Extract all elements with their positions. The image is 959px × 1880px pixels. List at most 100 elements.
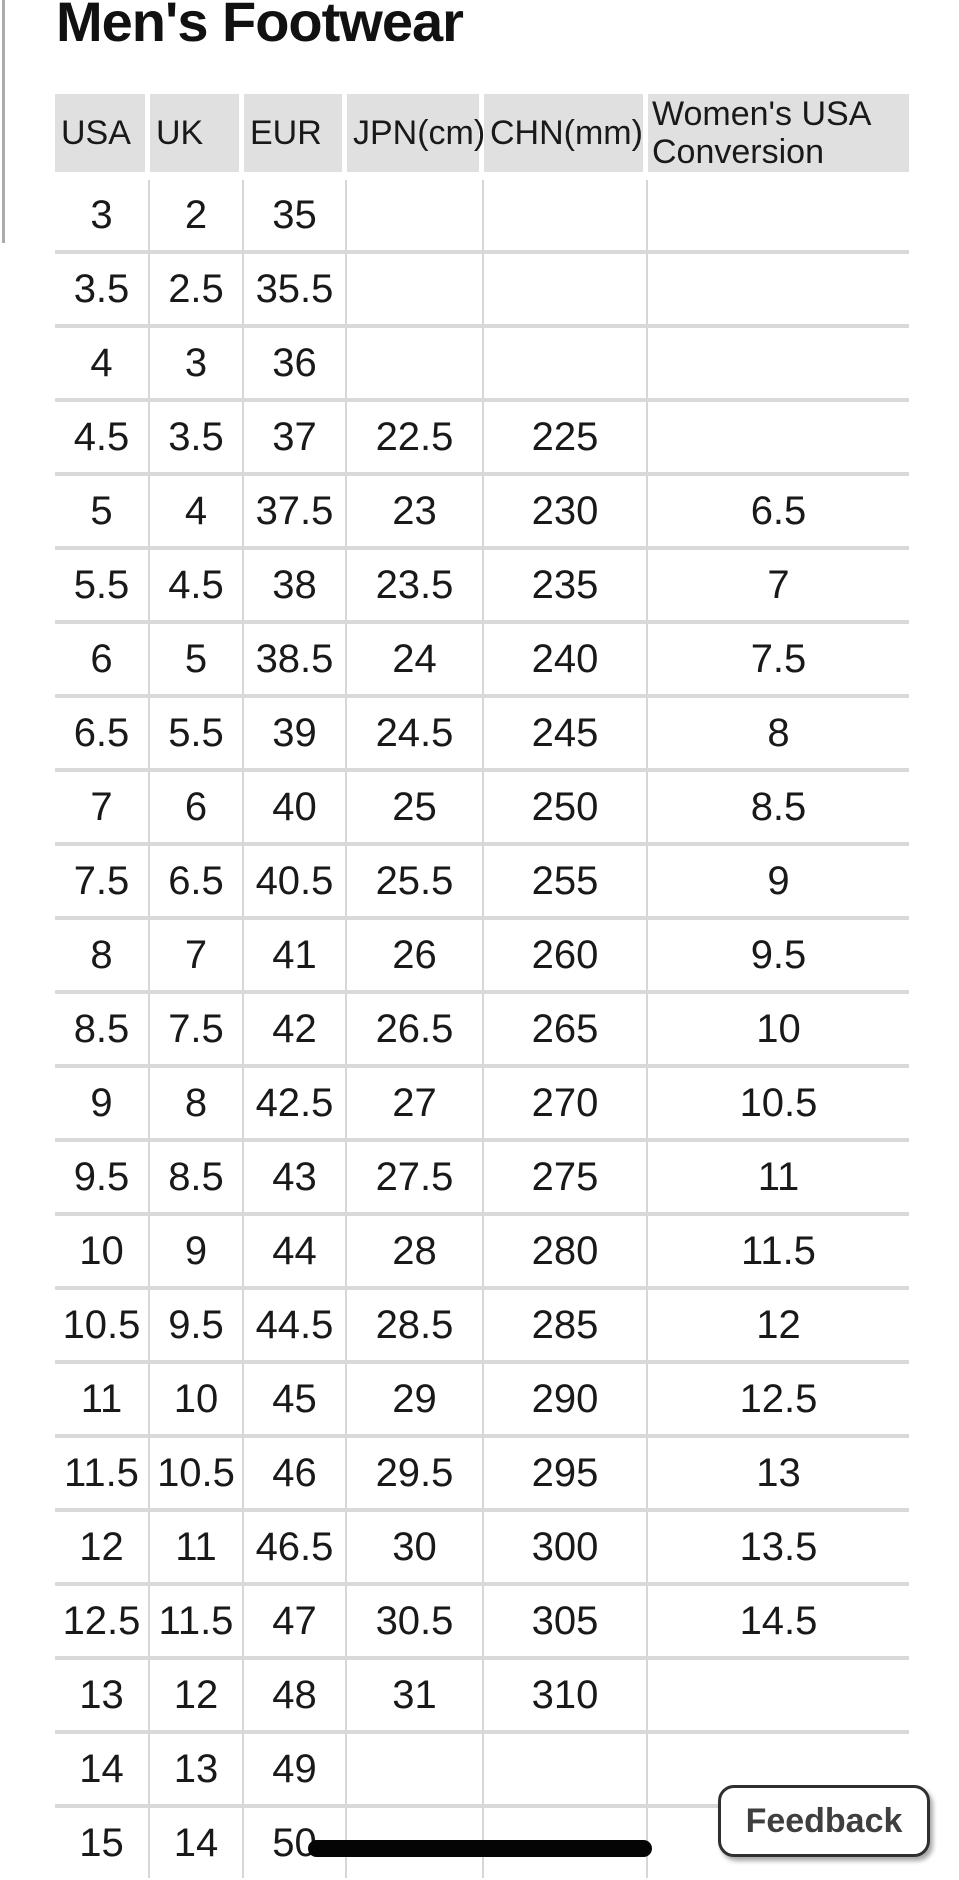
table-cell: 11 (150, 1512, 244, 1582)
table-cell: 7 (55, 772, 150, 842)
table-cell: 13 (55, 1660, 150, 1730)
table-cell: 37 (244, 402, 347, 472)
table-cell: 6 (150, 772, 244, 842)
table-cell: 12 (648, 1290, 909, 1360)
feedback-button[interactable]: Feedback (718, 1785, 930, 1857)
table-cell: 27 (347, 1068, 484, 1138)
table-cell: 45 (244, 1364, 347, 1434)
table-cell (484, 328, 648, 398)
table-cell: 3 (55, 180, 150, 250)
table-cell: 11.5 (648, 1216, 909, 1286)
table-cell: 280 (484, 1216, 648, 1286)
table-header-cell: UK (150, 94, 244, 172)
table-cell: 2 (150, 180, 244, 250)
table-cell: 12.5 (648, 1364, 909, 1434)
table-cell: 305 (484, 1586, 648, 1656)
table-cell: 295 (484, 1438, 648, 1508)
table-cell: 9 (648, 846, 909, 916)
table-row: 12.5 11.5 47 30.5 305 14.5 (55, 1582, 909, 1656)
table-cell: 7.5 (648, 624, 909, 694)
table-cell: 240 (484, 624, 648, 694)
table-cell: 12 (55, 1512, 150, 1582)
table-cell: 26 (347, 920, 484, 990)
table-cell: 6 (55, 624, 150, 694)
horizontal-scrollbar-thumb[interactable] (308, 1840, 652, 1857)
table-cell: 40 (244, 772, 347, 842)
table-row: 5.5 4.5 38 23.5 235 7 (55, 546, 909, 620)
table-row: 10 9 44 28 280 11.5 (55, 1212, 909, 1286)
table-cell: 30.5 (347, 1586, 484, 1656)
table-row: 7.5 6.5 40.5 25.5 255 9 (55, 842, 909, 916)
table-cell: 44 (244, 1216, 347, 1286)
feedback-button-label: Feedback (745, 1801, 903, 1840)
table-header-cell: EUR (244, 94, 347, 172)
table-cell: 24 (347, 624, 484, 694)
table-cell: 7.5 (55, 846, 150, 916)
table-cell: 290 (484, 1364, 648, 1434)
table-cell: 9.5 (150, 1290, 244, 1360)
table-cell: 38 (244, 550, 347, 620)
table-cell: 47 (244, 1586, 347, 1656)
table-cell: 40.5 (244, 846, 347, 916)
table-row: 13 12 48 31 310 (55, 1656, 909, 1730)
table-cell: 275 (484, 1142, 648, 1212)
table-cell: 8 (150, 1068, 244, 1138)
table-cell: 28 (347, 1216, 484, 1286)
table-cell: 43 (244, 1142, 347, 1212)
table-body: 3 2 35 3.5 2.5 35.5 4 3 36 4.5 3.5 37 22.5 225 5 4 37.5 2… (55, 180, 909, 1878)
table-cell: 225 (484, 402, 648, 472)
table-cell: 10.5 (150, 1438, 244, 1508)
table-cell: 4.5 (55, 402, 150, 472)
table-cell: 15 (55, 1808, 150, 1878)
table-cell: 8.5 (150, 1142, 244, 1212)
table-cell: 28.5 (347, 1290, 484, 1360)
table-cell: 14 (150, 1808, 244, 1878)
table-row: 11 10 45 29 290 12.5 (55, 1360, 909, 1434)
table-cell: 235 (484, 550, 648, 620)
table-row: 6 5 38.5 24 240 7.5 (55, 620, 909, 694)
table-row: 4 3 36 (55, 324, 909, 398)
table-header-cell: JPN(cm) (347, 94, 485, 172)
table-cell: 36 (244, 328, 347, 398)
table-cell: 10 (150, 1364, 244, 1434)
table-row: 8 7 41 26 260 9.5 (55, 916, 909, 990)
table-cell: 25.5 (347, 846, 484, 916)
table-cell: 265 (484, 994, 648, 1064)
table-cell: 7.5 (150, 994, 244, 1064)
table-row: 11.5 10.5 46 29.5 295 13 (55, 1434, 909, 1508)
table-cell: 42.5 (244, 1068, 347, 1138)
table-cell: 29 (347, 1364, 484, 1434)
table-cell: 13.5 (648, 1512, 909, 1582)
table-header-cell: Women's USA Conversion (648, 94, 909, 172)
table-cell: 300 (484, 1512, 648, 1582)
table-cell: 46 (244, 1438, 347, 1508)
table-cell: 14 (55, 1734, 150, 1804)
table-row: 4.5 3.5 37 22.5 225 (55, 398, 909, 472)
table-cell: 10.5 (55, 1290, 150, 1360)
table-cell (484, 1734, 648, 1804)
table-cell: 6.5 (150, 846, 244, 916)
table-header-row: USA UK EUR JPN(cm) CHN(mm) Women's USA Conver… (55, 94, 909, 172)
table-row: 10.5 9.5 44.5 28.5 285 12 (55, 1286, 909, 1360)
table-cell: 14.5 (648, 1586, 909, 1656)
table-cell: 8.5 (55, 994, 150, 1064)
table-header-cell: USA (55, 94, 150, 172)
table-cell: 285 (484, 1290, 648, 1360)
table-cell: 3 (150, 328, 244, 398)
table-cell (484, 180, 648, 250)
table-cell: 23 (347, 476, 484, 546)
left-scroll-indicator (2, 0, 5, 243)
table-cell: 35.5 (244, 254, 347, 324)
table-row: 7 6 40 25 250 8.5 (55, 768, 909, 842)
table-cell: 12 (150, 1660, 244, 1730)
table-cell: 10 (55, 1216, 150, 1286)
table-cell: 11.5 (55, 1438, 150, 1508)
table-cell: 11.5 (150, 1586, 244, 1656)
table-cell (648, 180, 909, 250)
size-conversion-table: USA UK EUR JPN(cm) CHN(mm) Women's USA Conver… (55, 94, 909, 1878)
table-cell (347, 180, 484, 250)
table-cell: 13 (150, 1734, 244, 1804)
table-row: 3 2 35 (55, 180, 909, 250)
table-cell (648, 328, 909, 398)
table-cell: 48 (244, 1660, 347, 1730)
